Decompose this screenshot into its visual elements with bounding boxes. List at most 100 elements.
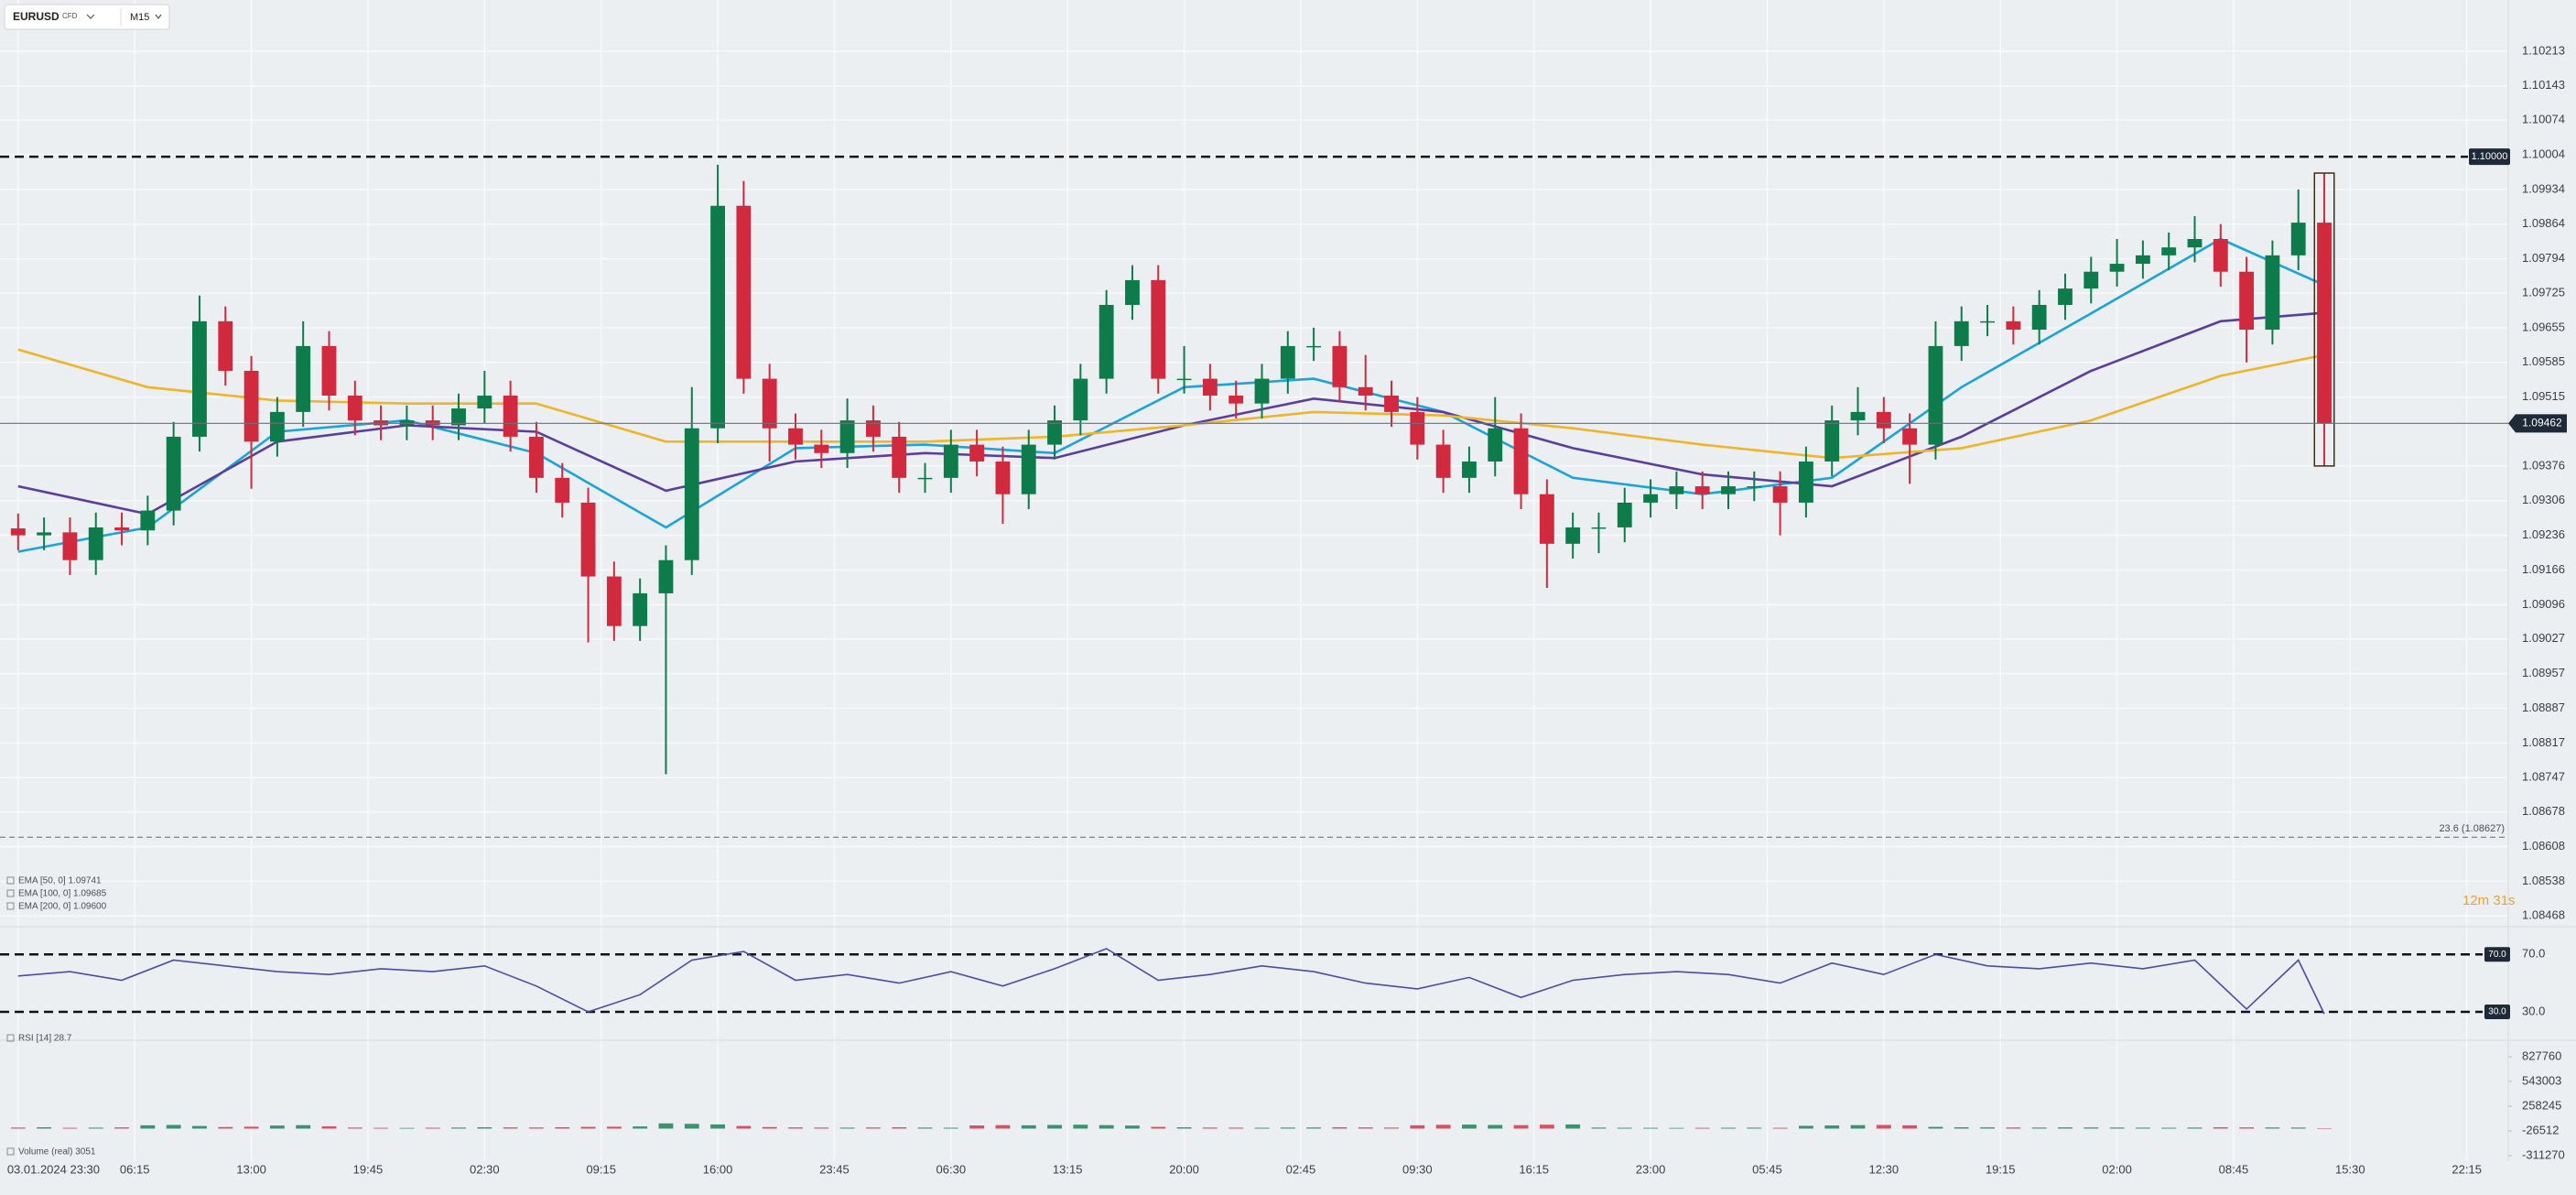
rsi-level-box-label: 30.0 (2488, 1007, 2506, 1017)
x-tick-label: 12:30 (1869, 1162, 1900, 1176)
y-tick-label: 1.08887 (2522, 701, 2565, 714)
candle-countdown: 12m 31s (2462, 893, 2516, 908)
x-tick-label: 02:30 (470, 1162, 500, 1176)
timeframe[interactable]: M15 (130, 12, 149, 23)
candle-body (943, 444, 958, 478)
volume-bar (192, 1125, 207, 1129)
indicator-label: Volume (real) 3051 (18, 1147, 96, 1157)
legend-icon (6, 889, 15, 897)
volume-bar (684, 1124, 699, 1129)
volume-bar (580, 1126, 596, 1129)
candle-body (1721, 486, 1736, 494)
candle-body (633, 592, 648, 626)
y-tick-label: 70.0 (2522, 947, 2545, 961)
volume-bar (2239, 1127, 2255, 1129)
volume-bar (1280, 1127, 1295, 1129)
timeframe-dropdown[interactable] (155, 14, 162, 19)
candle-body (244, 370, 259, 442)
y-tick-label: 1.10004 (2522, 147, 2565, 160)
candle-body (995, 461, 1011, 494)
rsi-level-box (2484, 1005, 2510, 1020)
level-label: 1.10000 (2472, 151, 2508, 162)
candle-body (140, 510, 156, 531)
volume-bar (892, 1127, 907, 1129)
volume-bar (1747, 1127, 1762, 1129)
toolbar: EURUSD CFD M15 (4, 4, 170, 30)
volume-bar (1643, 1127, 1659, 1129)
candle-body (1099, 304, 1114, 379)
y-tick-label: 1.08678 (2522, 804, 2565, 818)
volume-bar (373, 1127, 389, 1129)
level-label-box (2469, 148, 2510, 166)
rsi-line (17, 948, 2325, 1015)
volume-bar (1954, 1127, 1969, 1129)
symbol[interactable]: EURUSD (13, 10, 60, 23)
candle-body (606, 576, 622, 626)
volume-bar (995, 1124, 1011, 1129)
volume-bar (2084, 1127, 2099, 1129)
candle-body (580, 502, 596, 577)
x-tick-label: 02:00 (2102, 1162, 2132, 1176)
fib-level-label: 23.6 (1.08627) (2439, 823, 2505, 834)
x-tick-label: 23:00 (1636, 1162, 1666, 1176)
candle-body (1824, 420, 1840, 462)
x-tick-label: 19:45 (353, 1162, 384, 1176)
candle-body (1410, 411, 1425, 445)
candle-body (296, 345, 311, 412)
candle-body (1435, 444, 1451, 478)
candle-body (503, 396, 518, 437)
x-tick-label: 06:15 (120, 1162, 150, 1176)
volume-bar (1669, 1127, 1684, 1129)
candle-body (969, 444, 985, 462)
candle-body (2317, 223, 2332, 424)
volume-bar (788, 1127, 803, 1129)
volume-bar (865, 1127, 881, 1129)
rsi-level-box (2484, 947, 2510, 962)
volume-bar (166, 1124, 181, 1129)
volume-bar (839, 1127, 855, 1129)
candle-body (1591, 527, 1607, 529)
x-tick-label: 16:15 (1519, 1162, 1549, 1176)
candle-body (1902, 428, 1918, 445)
volume-bar (1047, 1124, 1062, 1129)
volume-bar (2006, 1127, 2021, 1129)
volume-bar (1228, 1127, 1244, 1129)
y-tick-label: 258245 (2522, 1098, 2561, 1112)
y-tick-label: 827760 (2522, 1048, 2561, 1062)
candle-body (1643, 494, 1659, 503)
candle-body (1669, 486, 1684, 494)
volume-bar (218, 1126, 233, 1129)
volume-bar (1151, 1126, 1166, 1129)
volume-bar (762, 1126, 777, 1129)
volume-bar (969, 1125, 985, 1129)
x-tick-label: 15:30 (2335, 1162, 2365, 1176)
candle-body (762, 378, 777, 429)
volume-bar (2265, 1127, 2280, 1129)
volume-bar (2161, 1127, 2177, 1129)
candle-body (321, 345, 337, 397)
volume-bar (269, 1125, 285, 1129)
current-price-box (2508, 414, 2567, 433)
grid (0, 0, 2508, 1161)
volume-bar (1410, 1124, 1425, 1129)
volume-bar (1332, 1127, 1348, 1129)
candle-body (37, 532, 52, 536)
volume-bar (1202, 1127, 1218, 1129)
candle-body (166, 436, 181, 511)
volume-bar (2031, 1127, 2047, 1129)
volume-bar (1358, 1127, 1373, 1129)
volume-bar (1798, 1125, 1813, 1129)
candle-body (839, 420, 855, 453)
candle-body (1850, 411, 1866, 421)
volume-bar (658, 1123, 674, 1129)
y-tick-label: 1.09794 (2522, 251, 2565, 265)
volume-bar (2109, 1127, 2125, 1129)
legend-entry: EMA [50, 0] 1.09741 (18, 876, 102, 886)
volume-bar (1772, 1127, 1788, 1129)
volume-bar (1721, 1127, 1736, 1129)
candle-body (88, 527, 103, 560)
volume-bar (347, 1127, 363, 1129)
symbol-dropdown[interactable] (86, 14, 95, 19)
volume-bar (1694, 1127, 1710, 1129)
